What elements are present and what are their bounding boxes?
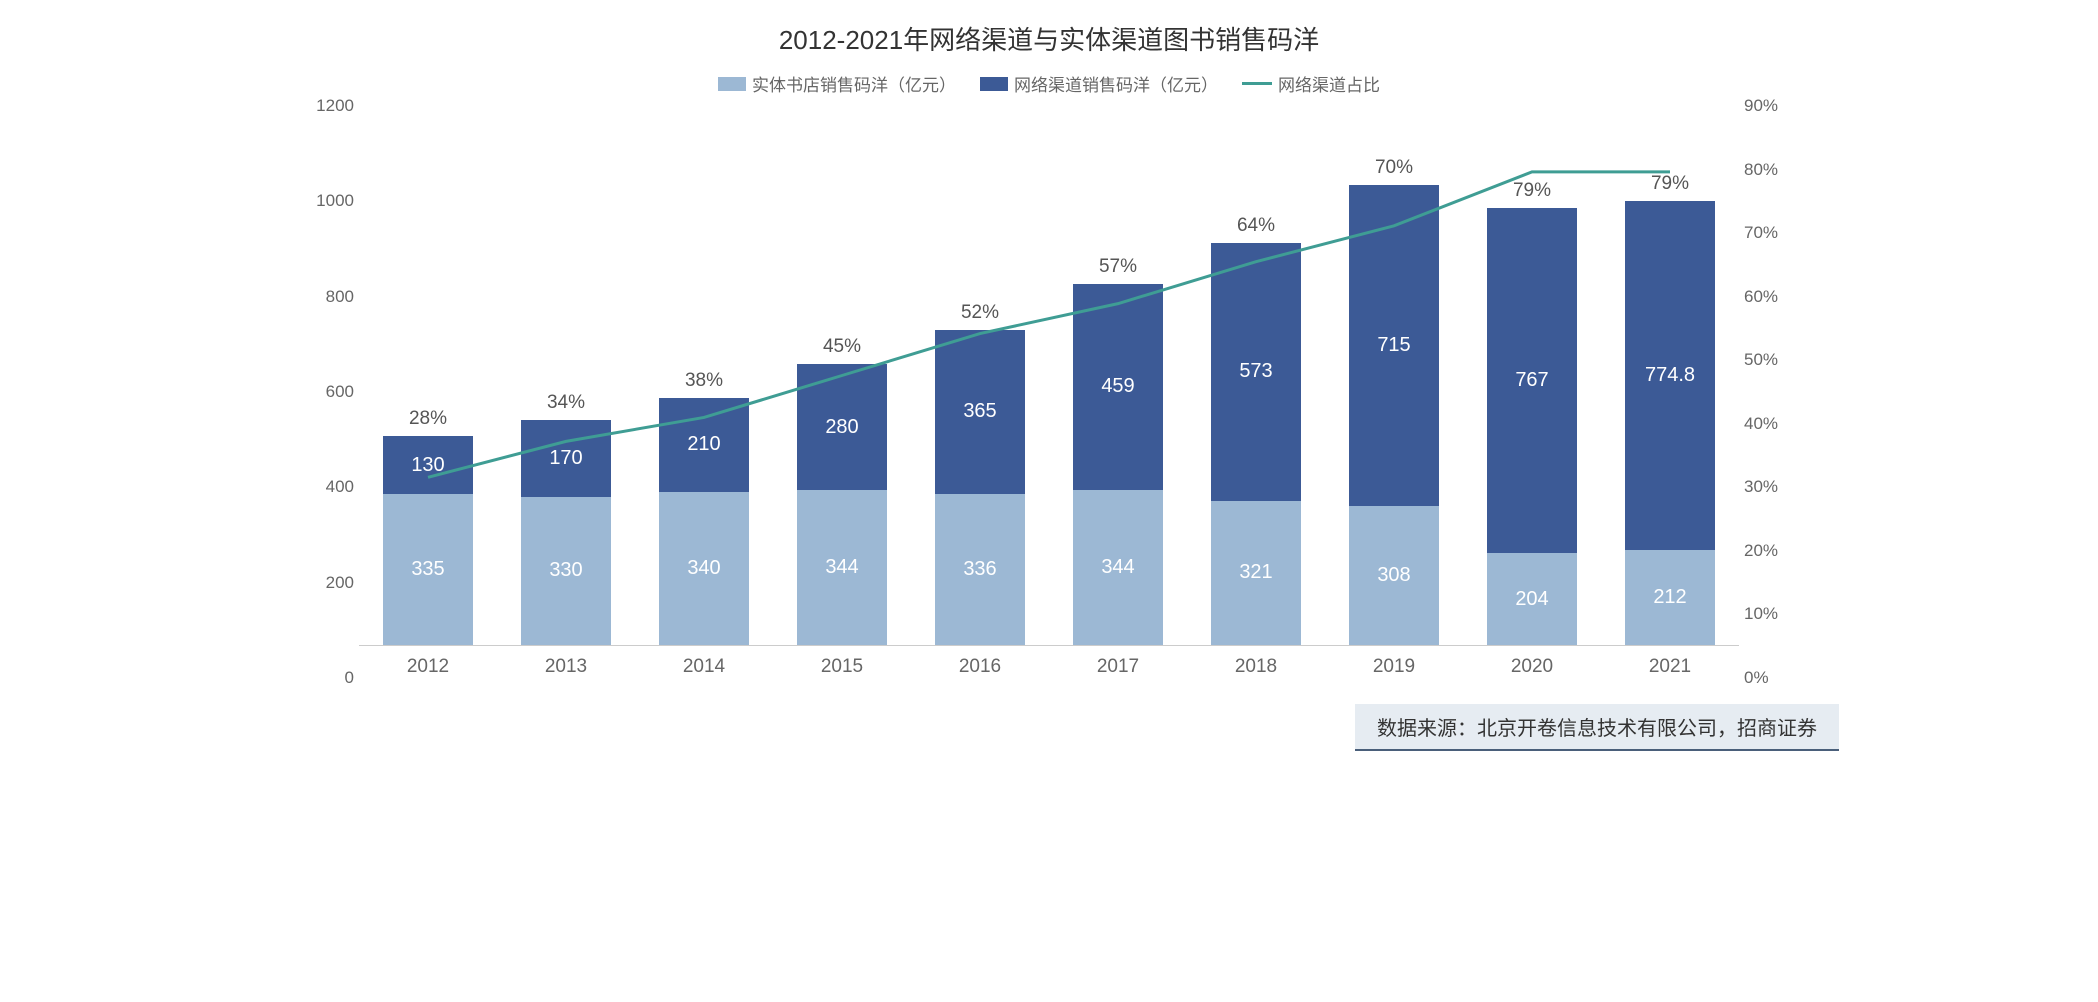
plot-area: 13033528%17033034%21034038%28034445%3653… — [359, 106, 1739, 646]
bar-segment-online: 767 — [1487, 208, 1577, 553]
x-tick: 2014 — [635, 656, 773, 678]
y-left-tick: 200 — [299, 573, 354, 593]
x-tick: 2016 — [911, 656, 1049, 678]
bar-group: 71530870% — [1325, 185, 1463, 645]
x-tick: 2015 — [773, 656, 911, 678]
x-axis: 2012201320142015201620172018201920202021 — [359, 656, 1739, 678]
x-tick: 2019 — [1325, 656, 1463, 678]
y-left-tick: 800 — [299, 287, 354, 307]
legend-item-online: 网络渠道销售码洋（亿元） — [980, 71, 1218, 96]
bar-segment-physical: 344 — [797, 490, 887, 645]
legend-swatch-physical — [718, 77, 746, 91]
chart-legend: 实体书店销售码洋（亿元） 网络渠道销售码洋（亿元） 网络渠道占比 — [299, 71, 1799, 96]
bar-segment-online: 130 — [383, 436, 473, 495]
y-axis-right: 0%10%20%30%40%50%60%70%80%90% — [1744, 106, 1799, 678]
chart-title: 2012-2021年网络渠道与实体渠道图书销售码洋 — [299, 20, 1799, 57]
bar-group: 45934457% — [1049, 284, 1187, 645]
bar-segment-physical: 340 — [659, 492, 749, 645]
bar-segment-online: 280 — [797, 364, 887, 490]
bar-segment-online: 459 — [1073, 284, 1163, 491]
legend-label: 实体书店销售码洋（亿元） — [752, 71, 956, 96]
x-tick: 2021 — [1601, 656, 1739, 678]
y-left-tick: 1200 — [299, 96, 354, 116]
bar-segment-physical: 330 — [521, 497, 611, 646]
y-right-tick: 0% — [1744, 668, 1799, 688]
y-right-tick: 70% — [1744, 223, 1799, 243]
bar-segment-online: 170 — [521, 420, 611, 497]
bar-segment-physical: 212 — [1625, 550, 1715, 645]
x-tick: 2013 — [497, 656, 635, 678]
data-source-box: 数据来源：北京开卷信息技术有限公司，招商证券 — [1355, 704, 1839, 749]
pct-label: 79% — [1651, 173, 1689, 195]
x-tick: 2020 — [1463, 656, 1601, 678]
bar-segment-physical: 336 — [935, 494, 1025, 645]
y-right-tick: 90% — [1744, 96, 1799, 116]
legend-swatch-online — [980, 77, 1008, 91]
pct-label: 79% — [1513, 180, 1551, 202]
y-right-tick: 30% — [1744, 477, 1799, 497]
x-tick: 2018 — [1187, 656, 1325, 678]
bar-segment-online: 365 — [935, 330, 1025, 494]
x-tick: 2017 — [1049, 656, 1187, 678]
bar-segment-physical: 204 — [1487, 553, 1577, 645]
y-left-tick: 600 — [299, 382, 354, 402]
legend-label: 网络渠道占比 — [1278, 71, 1380, 96]
pct-label: 64% — [1237, 215, 1275, 237]
bar-segment-physical: 344 — [1073, 490, 1163, 645]
bar-group: 774.821279% — [1601, 201, 1739, 645]
y-left-tick: 0 — [299, 668, 354, 688]
bar-group: 17033034% — [497, 420, 635, 645]
y-right-tick: 80% — [1744, 160, 1799, 180]
bar-segment-physical: 321 — [1211, 501, 1301, 645]
y-axis-left: 020040060080010001200 — [299, 106, 354, 678]
bar-segment-online: 715 — [1349, 185, 1439, 507]
y-right-tick: 20% — [1744, 541, 1799, 561]
chart-container: 2012-2021年网络渠道与实体渠道图书销售码洋 实体书店销售码洋（亿元） 网… — [299, 20, 1799, 749]
bar-segment-physical: 308 — [1349, 506, 1439, 645]
y-right-tick: 10% — [1744, 604, 1799, 624]
bar-group: 28034445% — [773, 364, 911, 645]
pct-label: 52% — [961, 302, 999, 324]
legend-item-pct: 网络渠道占比 — [1242, 71, 1380, 96]
legend-line-pct — [1242, 82, 1272, 85]
pct-label: 34% — [547, 392, 585, 414]
y-right-tick: 40% — [1744, 414, 1799, 434]
source-prefix: 数据来源： — [1377, 718, 1477, 740]
bar-segment-online: 573 — [1211, 243, 1301, 501]
bar-group: 36533652% — [911, 330, 1049, 645]
plot-area-wrap: 020040060080010001200 0%10%20%30%40%50%6… — [299, 106, 1799, 678]
bars-area: 13033528%17033034%21034038%28034445%3653… — [359, 106, 1739, 645]
pct-label: 28% — [409, 408, 447, 430]
legend-label: 网络渠道销售码洋（亿元） — [1014, 71, 1218, 96]
bar-segment-online: 774.8 — [1625, 201, 1715, 550]
pct-label: 70% — [1375, 157, 1413, 179]
y-left-tick: 1000 — [299, 191, 354, 211]
y-left-tick: 400 — [299, 477, 354, 497]
bar-segment-physical: 335 — [383, 494, 473, 645]
bar-group: 21034038% — [635, 398, 773, 646]
x-tick: 2012 — [359, 656, 497, 678]
pct-label: 57% — [1099, 256, 1137, 278]
pct-label: 38% — [685, 370, 723, 392]
bar-segment-online: 210 — [659, 398, 749, 493]
legend-item-physical: 实体书店销售码洋（亿元） — [718, 71, 956, 96]
bar-group: 57332164% — [1187, 243, 1325, 645]
source-text: 北京开卷信息技术有限公司，招商证券 — [1477, 718, 1817, 740]
pct-label: 45% — [823, 336, 861, 358]
y-right-tick: 50% — [1744, 350, 1799, 370]
y-right-tick: 60% — [1744, 287, 1799, 307]
bar-group: 76720479% — [1463, 208, 1601, 645]
bar-group: 13033528% — [359, 436, 497, 645]
